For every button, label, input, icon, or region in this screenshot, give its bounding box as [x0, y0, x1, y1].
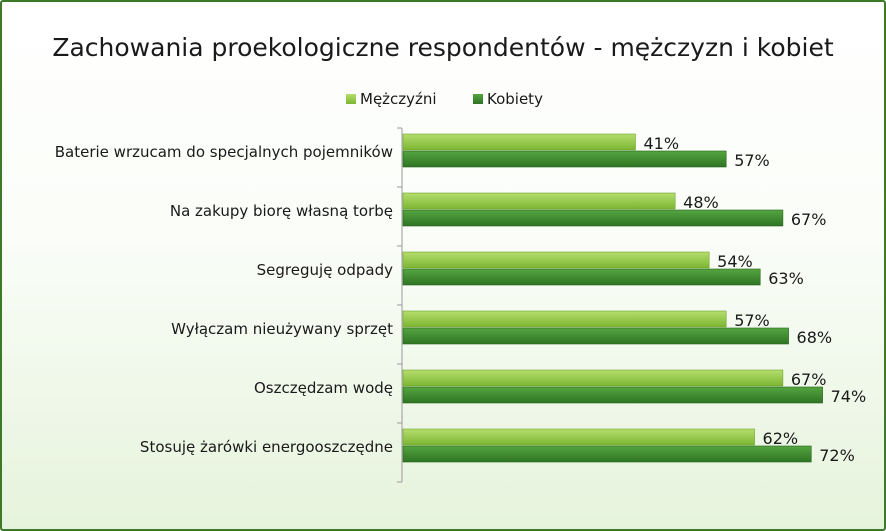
value-label-0-2: 54% [717, 252, 753, 271]
legend: Mężczyźni Kobiety [346, 90, 543, 108]
chart-title: Zachowania proekologiczne respondentów -… [52, 33, 834, 62]
value-label-0-0: 41% [643, 134, 679, 153]
value-label-0-4: 67% [791, 370, 827, 389]
value-label-1-2: 63% [768, 269, 804, 288]
bar-1-0 [402, 150, 727, 168]
value-label-1-5: 72% [819, 446, 855, 465]
category-label-1: Na zakupy biorę własną torbę [170, 202, 393, 220]
bar-1-4 [402, 386, 823, 404]
category-label-3: Wyłączam nieużywany sprzęt [171, 320, 393, 338]
category-label-5: Stosuję żarówki energooszczędne [140, 438, 393, 456]
bar-0-2 [402, 251, 710, 269]
category-label-2: Segreguję odpady [257, 261, 393, 279]
bar-1-3 [402, 327, 789, 345]
plot-area: Baterie wrzucam do specjalnych pojemnikó… [55, 127, 867, 483]
value-label-0-3: 57% [734, 311, 770, 330]
bar-0-5 [402, 428, 755, 446]
value-label-1-0: 57% [734, 151, 770, 170]
legend-label-0: Mężczyźni [360, 90, 437, 108]
value-label-1-1: 67% [791, 210, 827, 229]
value-label-1-4: 74% [831, 387, 867, 406]
bar-1-5 [402, 445, 812, 463]
value-label-1-3: 68% [797, 328, 833, 347]
legend-label-1: Kobiety [487, 90, 543, 108]
bar-0-4 [402, 369, 784, 387]
value-label-0-1: 48% [683, 193, 719, 212]
bar-1-2 [402, 268, 761, 286]
bar-0-3 [402, 310, 727, 328]
legend-swatch-1 [473, 94, 483, 104]
value-label-0-5: 62% [763, 429, 799, 448]
bar-1-1 [402, 209, 784, 227]
bar-0-0 [402, 133, 636, 151]
bar-0-1 [402, 192, 676, 210]
legend-swatch-0 [346, 94, 356, 104]
category-label-0: Baterie wrzucam do specjalnych pojemnikó… [55, 143, 393, 161]
category-label-4: Oszczędzam wodę [254, 379, 393, 397]
